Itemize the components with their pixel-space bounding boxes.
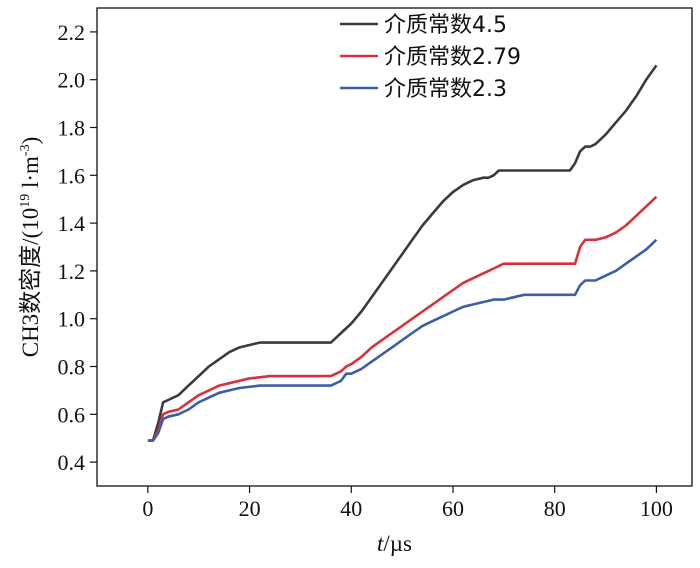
legend-item-3: 介质常数2.3 xyxy=(340,77,507,102)
x-tick-label: 60 xyxy=(442,496,464,521)
plot-frame xyxy=(96,7,693,487)
legend-label: 介质常数4.5 xyxy=(384,13,507,38)
y-tick-label: 2.2 xyxy=(58,20,86,45)
y-tick-label: 1.4 xyxy=(58,211,86,236)
y-tick-label: 1.8 xyxy=(58,116,86,141)
series-line-1 xyxy=(147,64,658,442)
series-line-3 xyxy=(147,238,658,442)
legend-item-1: 介质常数4.5 xyxy=(340,13,507,38)
y-tick-label: 1.2 xyxy=(58,259,86,284)
series-layer xyxy=(147,64,658,442)
y-tick-label: 0.6 xyxy=(58,402,86,427)
y-axis-label: CH3数密度/(1019 l·m-3) xyxy=(18,137,43,358)
x-axis-label-unit: /µs xyxy=(383,531,412,556)
x-axis-label: t/µs xyxy=(377,531,412,556)
axis-ticks: 0 20 40 60 80 100 0.4 0.6 0.8 1.0 1.2 1.4 1.6 1.8 2.0 2… xyxy=(58,20,673,521)
legend-item-2: 介质常数2.79 xyxy=(340,45,521,70)
y-axis-label-mid: l·m xyxy=(18,156,43,194)
x-tick-label: 0 xyxy=(142,496,153,521)
x-axis-label-var: t xyxy=(377,531,384,556)
x-tick-label: 20 xyxy=(239,496,261,521)
y-tick-label: 1.0 xyxy=(58,307,86,332)
x-tick-label: 40 xyxy=(340,496,362,521)
legend: 介质常数4.5 介质常数2.79 介质常数2.3 xyxy=(340,13,521,102)
x-tick-label: 100 xyxy=(640,496,673,521)
y-axis-label-exp2: -3 xyxy=(18,144,33,156)
y-axis-label-exp: 19 xyxy=(18,194,33,208)
y-tick-label: 1.6 xyxy=(58,163,86,188)
y-tick-label: 0.8 xyxy=(58,355,86,380)
y-tick-label: 0.4 xyxy=(58,450,86,475)
y-tick-label: 2.0 xyxy=(58,68,86,93)
y-axis-label-end: ) xyxy=(18,137,43,145)
legend-label: 介质常数2.3 xyxy=(384,77,507,102)
legend-label: 介质常数2.79 xyxy=(384,45,521,70)
x-tick-label: 80 xyxy=(544,496,566,521)
y-axis-label-base: CH3数密度/(10 xyxy=(18,208,43,358)
series-line-2 xyxy=(147,195,658,442)
